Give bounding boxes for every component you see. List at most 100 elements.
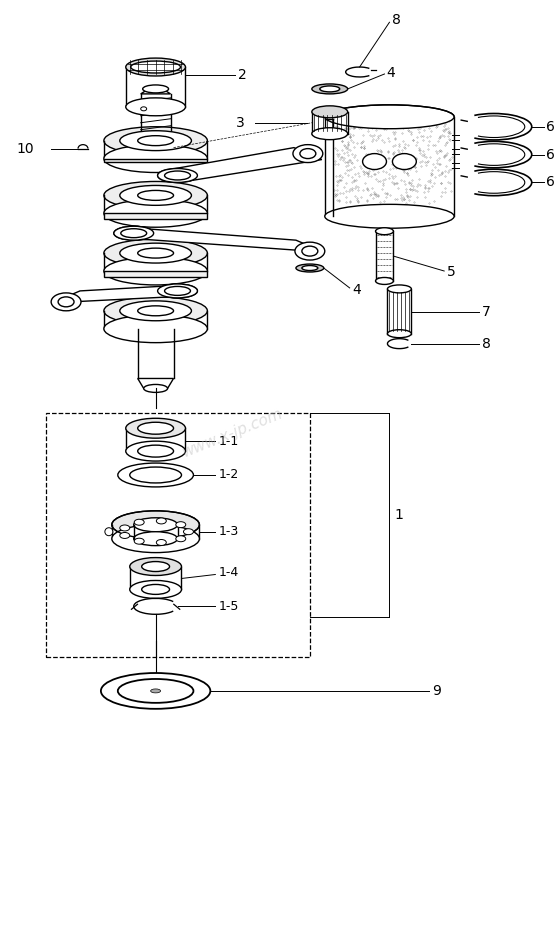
Ellipse shape xyxy=(126,419,185,438)
Ellipse shape xyxy=(138,445,174,457)
Text: 3: 3 xyxy=(236,116,245,130)
Text: 10: 10 xyxy=(16,142,34,155)
Ellipse shape xyxy=(176,536,186,542)
Ellipse shape xyxy=(157,284,198,298)
Ellipse shape xyxy=(120,532,130,539)
Ellipse shape xyxy=(142,584,170,595)
Ellipse shape xyxy=(120,301,192,321)
Text: 1-3: 1-3 xyxy=(218,526,239,538)
Ellipse shape xyxy=(138,248,174,259)
Ellipse shape xyxy=(156,518,166,524)
Ellipse shape xyxy=(101,673,211,708)
Ellipse shape xyxy=(121,229,147,238)
Ellipse shape xyxy=(104,145,207,172)
Text: 1-4: 1-4 xyxy=(218,566,239,579)
Text: 4: 4 xyxy=(353,283,361,297)
Ellipse shape xyxy=(126,58,185,76)
Ellipse shape xyxy=(295,242,325,260)
Text: 8: 8 xyxy=(393,13,402,27)
Ellipse shape xyxy=(104,240,207,267)
Ellipse shape xyxy=(312,106,348,117)
Ellipse shape xyxy=(362,153,386,170)
Ellipse shape xyxy=(157,284,198,298)
Ellipse shape xyxy=(143,85,169,93)
Ellipse shape xyxy=(138,135,174,146)
Ellipse shape xyxy=(126,441,185,461)
Ellipse shape xyxy=(58,296,74,307)
Ellipse shape xyxy=(134,519,144,526)
Ellipse shape xyxy=(302,265,318,271)
Text: 7: 7 xyxy=(482,305,491,319)
Ellipse shape xyxy=(134,531,178,545)
Polygon shape xyxy=(141,89,171,94)
Text: 2: 2 xyxy=(238,68,247,82)
Ellipse shape xyxy=(312,84,348,94)
Ellipse shape xyxy=(112,525,199,553)
Polygon shape xyxy=(138,379,174,388)
Ellipse shape xyxy=(320,86,340,92)
Ellipse shape xyxy=(141,107,147,111)
Ellipse shape xyxy=(134,518,178,531)
Ellipse shape xyxy=(376,277,394,284)
Ellipse shape xyxy=(325,205,454,228)
Ellipse shape xyxy=(121,229,147,238)
Ellipse shape xyxy=(120,243,192,263)
Text: 1: 1 xyxy=(394,509,403,523)
Ellipse shape xyxy=(134,538,144,545)
Text: www.x-jp.com: www.x-jp.com xyxy=(180,406,286,460)
Ellipse shape xyxy=(104,200,207,227)
Polygon shape xyxy=(52,285,185,303)
Text: 9: 9 xyxy=(432,684,441,698)
Ellipse shape xyxy=(312,128,348,139)
Polygon shape xyxy=(104,271,207,277)
Bar xyxy=(46,413,310,657)
Ellipse shape xyxy=(325,105,454,129)
Text: 6: 6 xyxy=(545,148,554,162)
Ellipse shape xyxy=(118,463,193,487)
Ellipse shape xyxy=(120,131,192,151)
Text: 8: 8 xyxy=(482,336,491,350)
Ellipse shape xyxy=(104,257,207,285)
Ellipse shape xyxy=(300,149,316,158)
Ellipse shape xyxy=(293,145,323,163)
Text: 1-5: 1-5 xyxy=(218,599,239,613)
Ellipse shape xyxy=(120,186,192,205)
Polygon shape xyxy=(104,158,207,162)
Ellipse shape xyxy=(112,510,199,539)
Ellipse shape xyxy=(114,226,153,241)
Ellipse shape xyxy=(296,264,324,272)
Text: 1-2: 1-2 xyxy=(218,469,239,481)
Ellipse shape xyxy=(157,169,198,183)
Ellipse shape xyxy=(138,190,174,201)
Ellipse shape xyxy=(130,467,181,483)
Ellipse shape xyxy=(156,540,166,545)
Ellipse shape xyxy=(138,422,174,434)
Polygon shape xyxy=(104,213,207,220)
Ellipse shape xyxy=(120,525,130,531)
Ellipse shape xyxy=(104,314,207,343)
Ellipse shape xyxy=(144,384,167,392)
Text: 4: 4 xyxy=(386,66,395,80)
Polygon shape xyxy=(126,227,324,252)
Ellipse shape xyxy=(165,171,190,180)
Text: 6: 6 xyxy=(545,175,554,189)
Ellipse shape xyxy=(104,182,207,209)
Ellipse shape xyxy=(388,285,412,293)
Ellipse shape xyxy=(165,286,190,295)
Text: 1-1: 1-1 xyxy=(218,435,239,448)
Polygon shape xyxy=(170,148,322,182)
Ellipse shape xyxy=(393,153,416,170)
Ellipse shape xyxy=(176,522,186,527)
Ellipse shape xyxy=(51,293,81,311)
Ellipse shape xyxy=(126,98,185,116)
Ellipse shape xyxy=(118,679,193,703)
Ellipse shape xyxy=(130,558,181,576)
Ellipse shape xyxy=(376,227,394,235)
Text: 5: 5 xyxy=(447,265,456,279)
Text: 6: 6 xyxy=(545,119,554,134)
Ellipse shape xyxy=(142,562,170,571)
Ellipse shape xyxy=(165,286,190,295)
Ellipse shape xyxy=(184,528,193,535)
Ellipse shape xyxy=(104,127,207,154)
Ellipse shape xyxy=(165,171,190,180)
